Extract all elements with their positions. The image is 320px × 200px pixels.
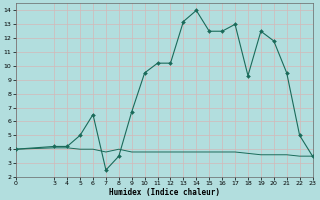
- X-axis label: Humidex (Indice chaleur): Humidex (Indice chaleur): [108, 188, 220, 197]
